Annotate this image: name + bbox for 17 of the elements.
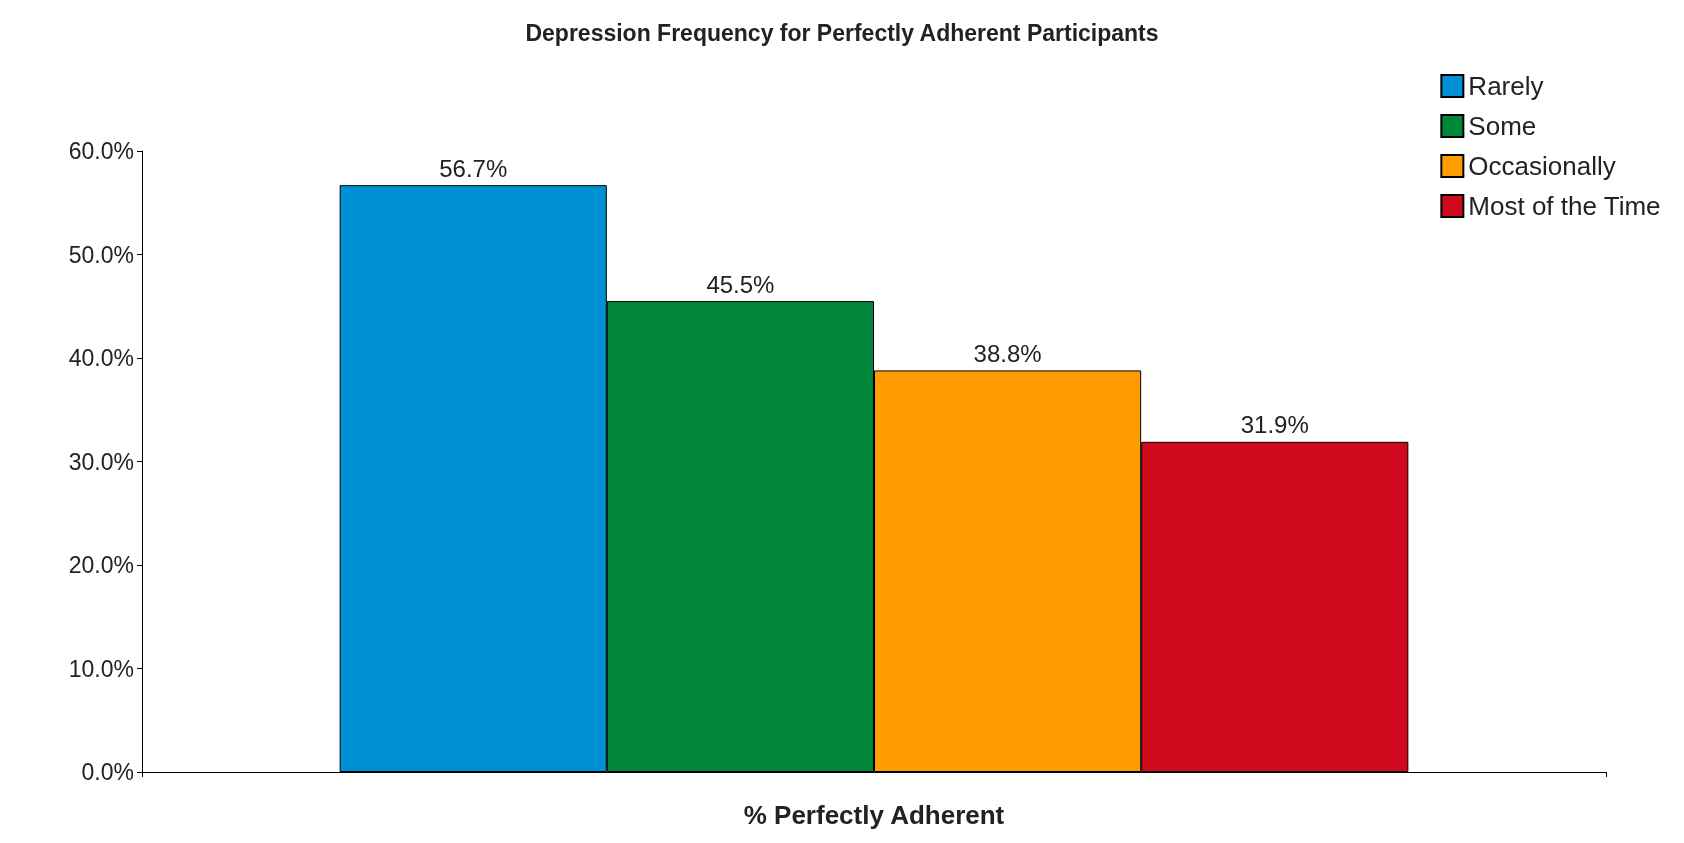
y-tick-label: 40.0% [68, 345, 134, 371]
legend-label: Most of the Time [1468, 191, 1661, 221]
y-tick-label: 60.0% [68, 138, 134, 164]
chart-title: Depression Frequency for Perfectly Adherent Participants [525, 19, 1159, 46]
data-label: 45.5% [706, 270, 775, 298]
y-tick-label: 30.0% [68, 448, 134, 475]
y-tick-label: 10.0% [68, 655, 134, 682]
legend-label: Occasionally [1468, 151, 1616, 181]
legend-label: Some [1468, 111, 1537, 141]
data-label: 38.8% [973, 339, 1042, 367]
y-tick-label: 0.0% [81, 759, 134, 785]
x-axis-title: % Perfectly Adherent [743, 800, 1005, 830]
y-tick-label: 50.0% [68, 241, 134, 268]
y-tick-label: 20.0% [68, 552, 134, 578]
data-label: 31.9% [1240, 411, 1309, 439]
data-label: 56.7% [439, 154, 508, 182]
legend-label: Rarely [1468, 71, 1544, 101]
